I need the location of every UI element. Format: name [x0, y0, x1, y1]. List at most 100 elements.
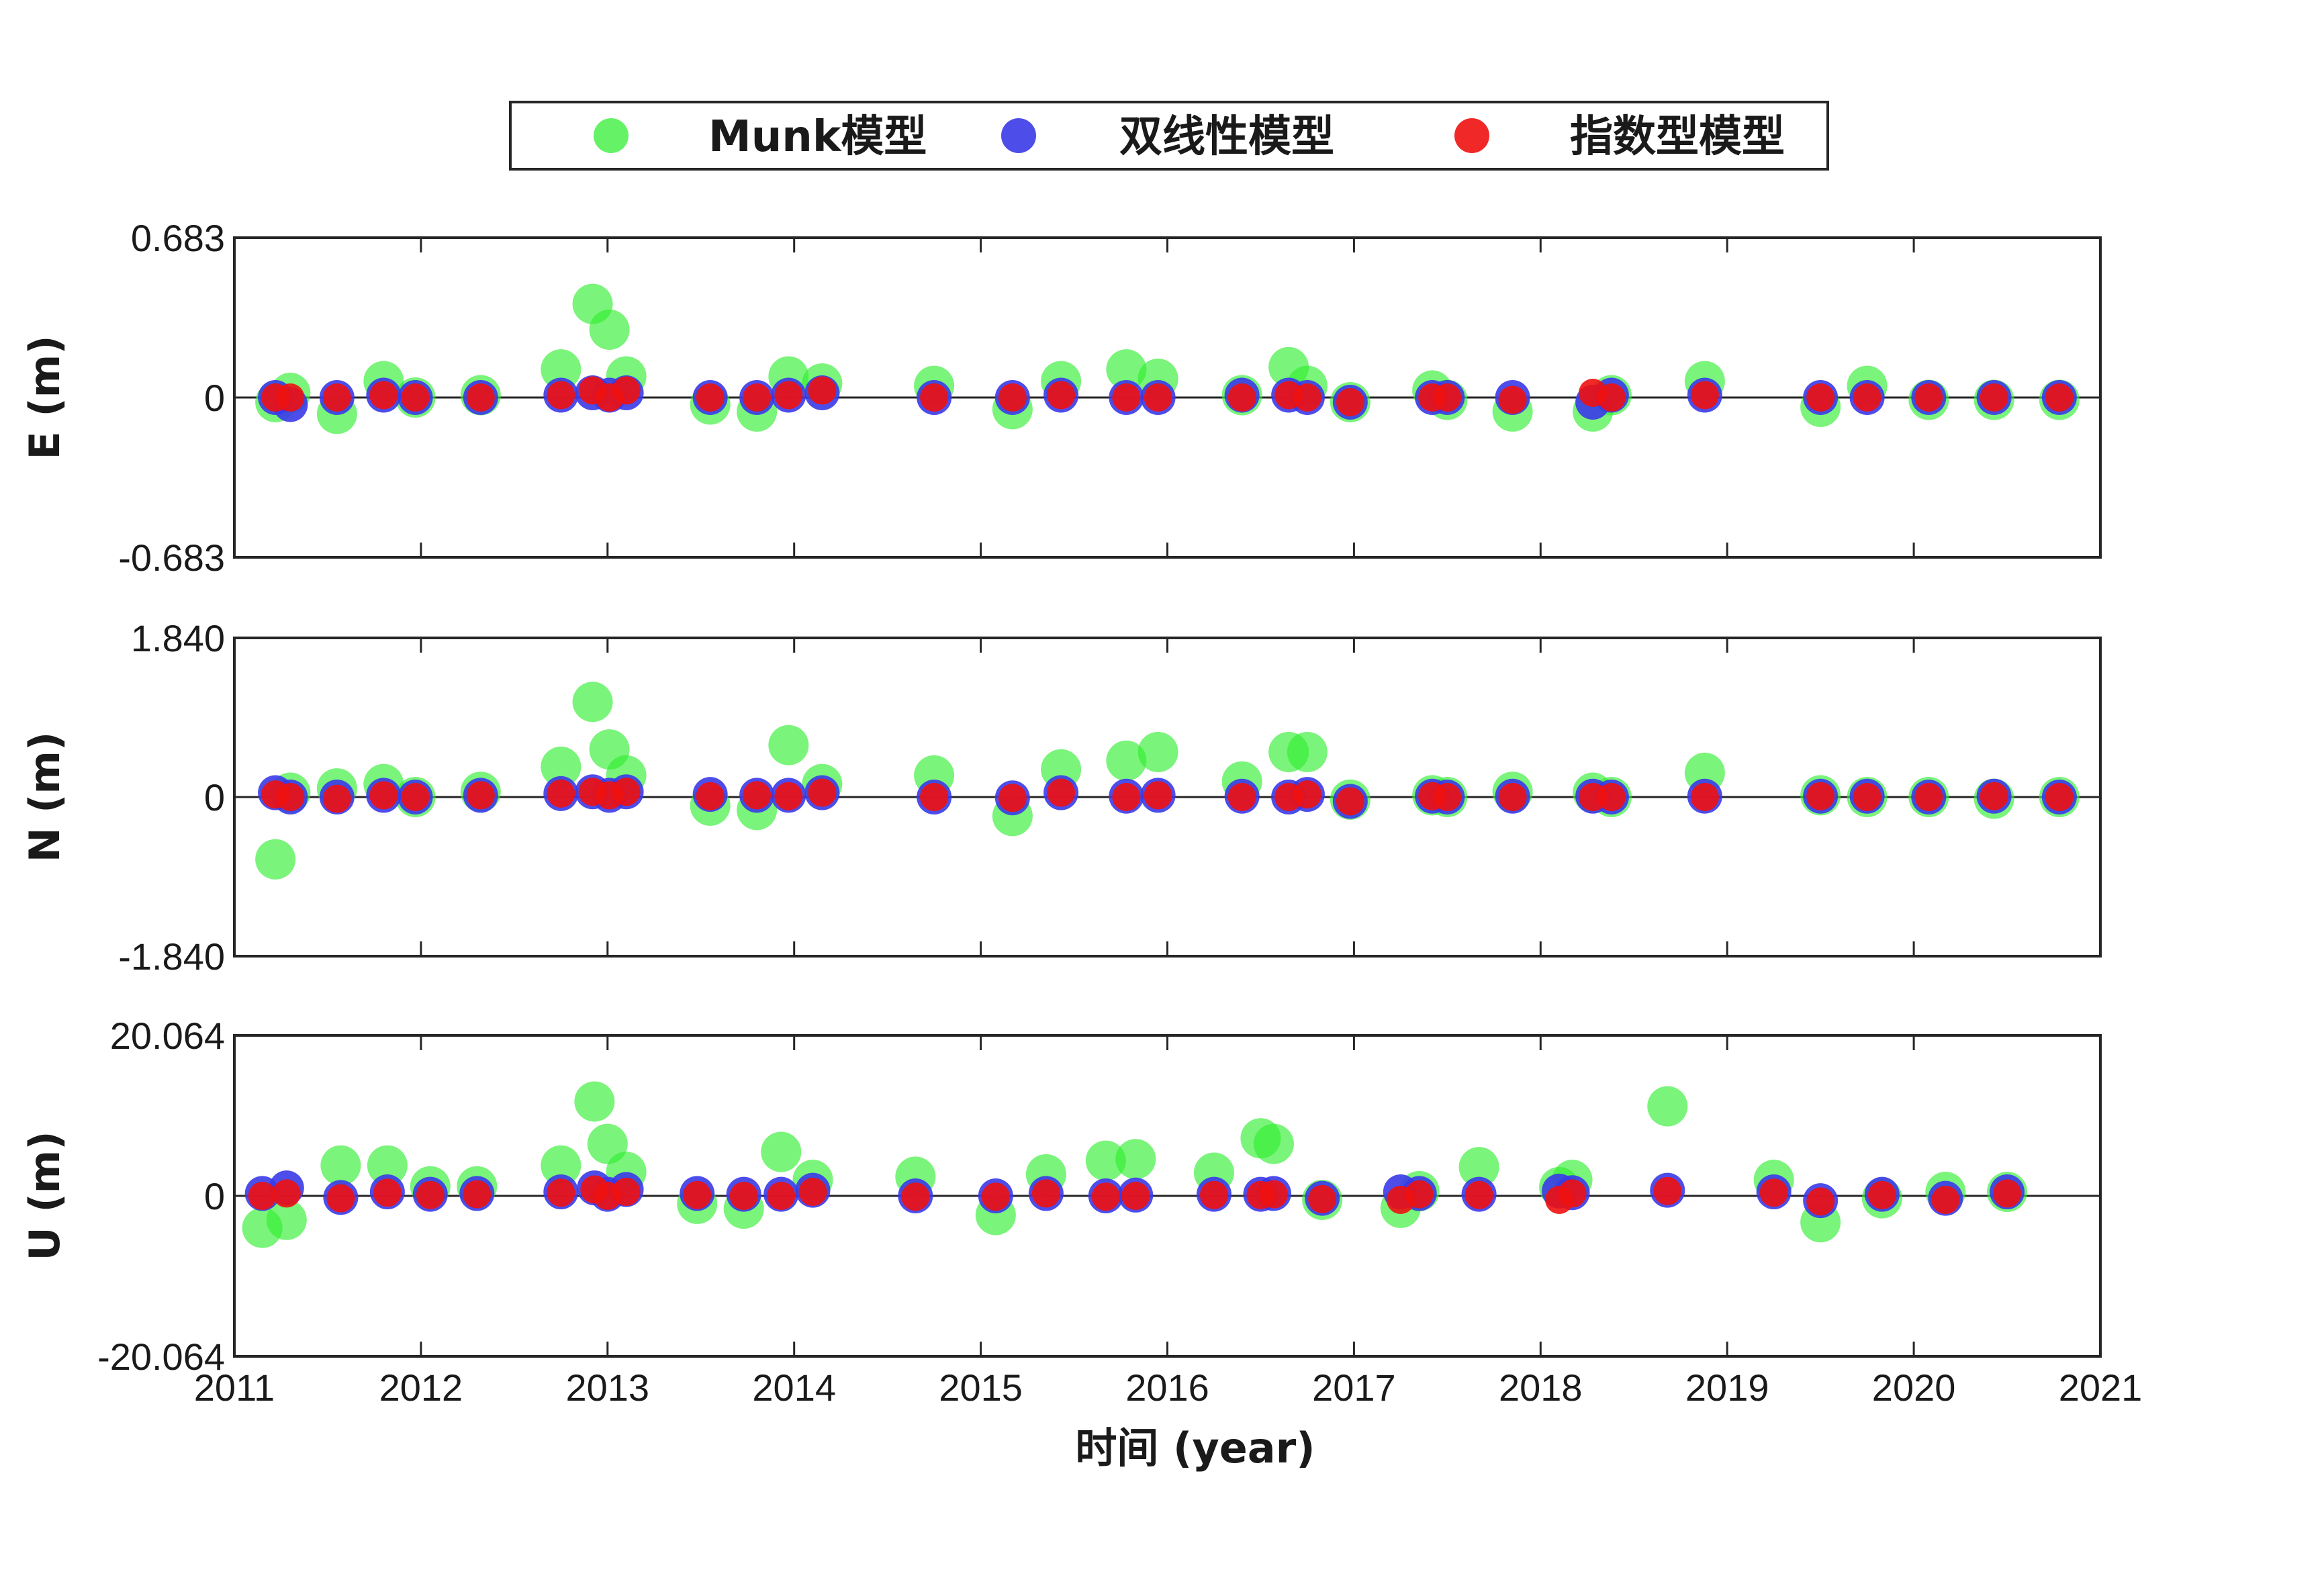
y-tick-label: 0: [204, 1175, 225, 1217]
x-tick-label: 2016: [1125, 1366, 1209, 1409]
point-exponential: [1031, 1179, 1060, 1208]
point-exponential: [326, 1184, 355, 1213]
legend-box: [509, 101, 1829, 171]
point-munk: [1458, 1147, 1499, 1188]
y-axis-label: N (m): [20, 732, 69, 863]
point-exponential: [1558, 1179, 1587, 1208]
point-munk: [589, 309, 630, 350]
point-exponential: [1047, 381, 1076, 410]
point-exponential: [920, 383, 949, 412]
y-tick-label: -0.683: [118, 537, 225, 579]
point-munk: [541, 746, 582, 787]
point-exponential: [1144, 383, 1172, 412]
point-exponential: [401, 783, 430, 811]
y-tick-label: 0: [204, 377, 225, 419]
x-tick-label: 2020: [1872, 1366, 1956, 1409]
point-exponential: [1293, 780, 1321, 809]
point-exponential: [322, 784, 351, 813]
point-munk: [266, 1199, 307, 1240]
point-exponential: [729, 1182, 758, 1210]
point-exponential: [1853, 783, 1881, 811]
point-exponential: [547, 381, 575, 410]
point-exponential: [743, 383, 772, 412]
point-munk: [572, 682, 613, 722]
point-exponential: [1199, 1180, 1228, 1209]
point-exponential: [547, 779, 575, 808]
x-tick-label: 2011: [194, 1366, 275, 1409]
point-exponential: [1498, 783, 1527, 811]
point-exponential: [1867, 1180, 1896, 1209]
point-munk: [1106, 349, 1147, 390]
x-tick-label: 2019: [1685, 1366, 1769, 1409]
point-exponential: [2045, 383, 2074, 412]
point-exponential: [1914, 383, 1943, 412]
point-exponential: [2045, 783, 2074, 811]
point-exponential: [683, 1180, 712, 1209]
x-tick-label: 2014: [752, 1366, 836, 1409]
y-tick-label: -20.064: [97, 1336, 225, 1378]
point-exponential: [767, 1182, 796, 1210]
point-exponential: [1259, 1180, 1288, 1209]
point-exponential: [1914, 783, 1943, 811]
point-munk: [367, 1145, 408, 1186]
point-exponential: [547, 1178, 575, 1207]
x-tick-label: 2012: [379, 1366, 463, 1409]
panel-2: -20.064 0 20.064 U (m) 2011 2012 2013 2014 2015 2…: [20, 1015, 2142, 1409]
panel-0: -0.683 0 0.683 E (m): [20, 217, 2102, 579]
series-exponential: [261, 376, 2074, 416]
point-exponential: [1112, 383, 1141, 412]
point-exponential: [1993, 1179, 2022, 1208]
point-exponential: [463, 1180, 492, 1209]
point-munk: [541, 349, 582, 390]
point-exponential: [808, 376, 837, 405]
point-exponential: [1293, 383, 1321, 412]
point-exponential: [1227, 383, 1256, 412]
point-exponential: [1690, 381, 1719, 410]
point-munk: [320, 1145, 361, 1186]
point-exponential: [774, 782, 803, 810]
point-exponential: [248, 1182, 277, 1210]
point-exponential: [466, 383, 495, 412]
point-exponential: [798, 1178, 827, 1207]
point-exponential: [1597, 783, 1626, 811]
y-tick-label: 1.840: [131, 617, 225, 659]
point-munk: [1085, 1140, 1126, 1181]
point-exponential: [1980, 383, 2008, 412]
y-axis-label: U (m): [20, 1131, 69, 1260]
point-exponential: [743, 781, 772, 810]
point-exponential: [1806, 383, 1835, 412]
point-munk: [1253, 1123, 1294, 1164]
point-exponential: [998, 784, 1027, 812]
point-munk: [761, 1131, 802, 1172]
series-exponential: [261, 778, 2074, 816]
legend-label-bilinear: 双线性模型: [1119, 112, 1334, 162]
series-exponential: [248, 1175, 2022, 1216]
point-exponential: [401, 383, 430, 412]
point-exponential: [1336, 387, 1364, 416]
point-munk: [1287, 732, 1328, 773]
point-exponential: [1144, 781, 1172, 810]
legend-label-exponential: 指数型模型: [1570, 112, 1785, 162]
panel-1: -1.840 0 1.840 N (m): [20, 617, 2102, 978]
y-tick-label: -1.840: [118, 935, 225, 978]
point-exponential: [1465, 1180, 1493, 1209]
point-munk: [768, 725, 809, 765]
point-exponential: [612, 376, 641, 405]
point-exponential: [466, 781, 495, 810]
x-tick-label: 2018: [1499, 1366, 1583, 1409]
series-munk: [242, 1081, 2028, 1248]
y-tick-label: 0: [204, 776, 225, 819]
point-exponential: [696, 383, 725, 412]
point-exponential: [272, 1179, 301, 1208]
point-exponential: [276, 383, 305, 412]
legend: Munk模型 双线性模型 指数型模型: [509, 101, 1829, 171]
point-exponential: [1653, 1176, 1682, 1205]
point-munk: [1106, 740, 1147, 781]
point-exponential: [998, 383, 1027, 412]
point-exponential: [1759, 1178, 1788, 1207]
point-exponential: [808, 778, 837, 807]
point-exponential: [612, 1178, 641, 1207]
point-exponential: [1091, 1182, 1120, 1211]
y-tick-label: 20.064: [110, 1015, 225, 1057]
